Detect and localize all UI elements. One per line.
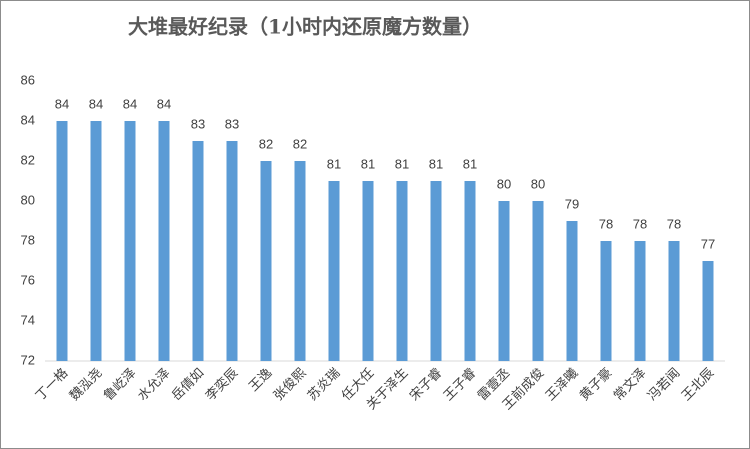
bar	[328, 181, 340, 361]
bar	[464, 181, 476, 361]
y-tick-label: 80	[21, 192, 35, 207]
y-tick-label: 84	[21, 112, 35, 127]
bar	[600, 241, 612, 361]
data-label: 77	[701, 236, 715, 251]
data-label: 84	[157, 96, 171, 111]
y-tick-label: 82	[21, 152, 35, 167]
bar	[226, 141, 238, 361]
bar	[498, 201, 510, 361]
bar	[634, 241, 646, 361]
data-label: 81	[361, 156, 375, 171]
y-tick-label: 86	[21, 72, 35, 87]
bar	[532, 201, 544, 361]
data-label: 78	[667, 216, 681, 231]
bar	[702, 261, 714, 361]
bar	[260, 161, 272, 361]
bar	[566, 221, 578, 361]
data-label: 81	[395, 156, 409, 171]
data-label: 80	[531, 176, 545, 191]
bar	[124, 121, 136, 361]
data-label: 83	[225, 116, 239, 131]
chart-title: 大堆最好纪录（1小时内还原魔方数量）	[128, 15, 482, 39]
bar	[90, 121, 102, 361]
bar	[396, 181, 408, 361]
data-label: 78	[633, 216, 647, 231]
data-label: 82	[293, 136, 307, 151]
data-label: 81	[327, 156, 341, 171]
data-label: 84	[89, 96, 103, 111]
bar	[294, 161, 306, 361]
bar	[192, 141, 204, 361]
data-label: 84	[55, 96, 69, 111]
y-tick-label: 78	[21, 232, 35, 247]
data-label: 81	[463, 156, 477, 171]
data-label: 82	[259, 136, 273, 151]
bar	[668, 241, 680, 361]
data-label: 78	[599, 216, 613, 231]
y-tick-label: 76	[21, 272, 35, 287]
bar	[158, 121, 170, 361]
data-label: 81	[429, 156, 443, 171]
y-tick-label: 74	[21, 312, 35, 327]
bar	[56, 121, 68, 361]
data-label: 83	[191, 116, 205, 131]
bar	[362, 181, 374, 361]
data-label: 79	[565, 196, 579, 211]
data-label: 80	[497, 176, 511, 191]
bar	[430, 181, 442, 361]
data-label: 84	[123, 96, 137, 111]
y-tick-label: 72	[21, 352, 35, 367]
